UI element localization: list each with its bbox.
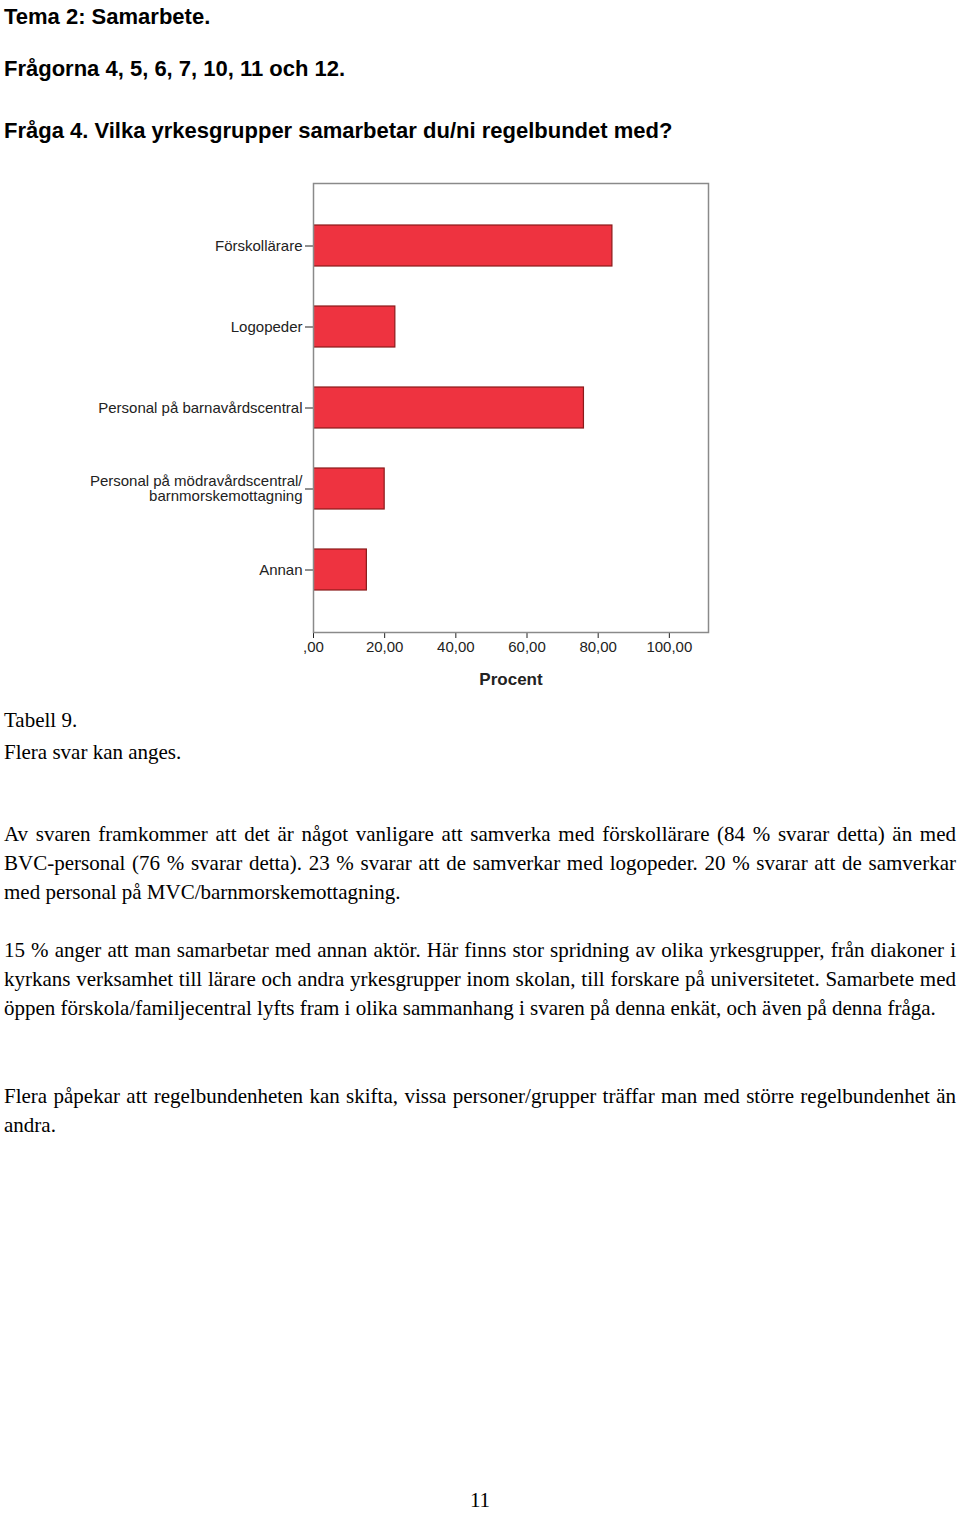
svg-text:Personal på barnavårdscentral: Personal på barnavårdscentral	[98, 399, 302, 416]
html-text:15 % anger att man samarbetar: 15 % anger att man samarbetar med annan …	[4, 938, 956, 1020]
svg-text:60,00: 60,00	[508, 638, 546, 655]
svg-text:100,00: 100,00	[646, 638, 692, 655]
html-text:11: 11	[469, 1488, 491, 1512]
html-text:Tema 2: Samarbete.: Tema 2: Samarbete.	[4, 4, 211, 29]
svg-text:Procent: Procent	[479, 670, 543, 689]
svg-text:Logopeder: Logopeder	[231, 318, 303, 335]
svg-text:80,00: 80,00	[579, 638, 617, 655]
svg-text:Personal på mödravårdscentral/: Personal på mödravårdscentral/barnmorske…	[90, 472, 303, 504]
html-text:Flera svar kan anges.: Flera svar kan anges.	[4, 740, 182, 764]
html-text:Fråga 4. Vilka yrkesgrupper sa: Fråga 4. Vilka yrkesgrupper samarbetar d…	[4, 118, 673, 143]
svg-text:,00: ,00	[303, 638, 324, 655]
html-text:Frågorna 4, 5, 6, 7, 10, 11 oc: Frågorna 4, 5, 6, 7, 10, 11 och 12.	[4, 56, 346, 81]
svg-text:40,00: 40,00	[437, 638, 475, 655]
html-text:Flera påpekar att regelbundenh: Flera påpekar att regelbundenheten kan s…	[4, 1084, 956, 1137]
html-text:Av svaren framkommer att det ä: Av svaren framkommer att det är något va…	[4, 822, 956, 904]
svg-text:Förskollärare: Förskollärare	[215, 237, 303, 254]
html-text:Tabell 9.: Tabell 9.	[4, 708, 78, 732]
svg-text:20,00: 20,00	[366, 638, 404, 655]
svg-text:Annan: Annan	[259, 561, 302, 578]
